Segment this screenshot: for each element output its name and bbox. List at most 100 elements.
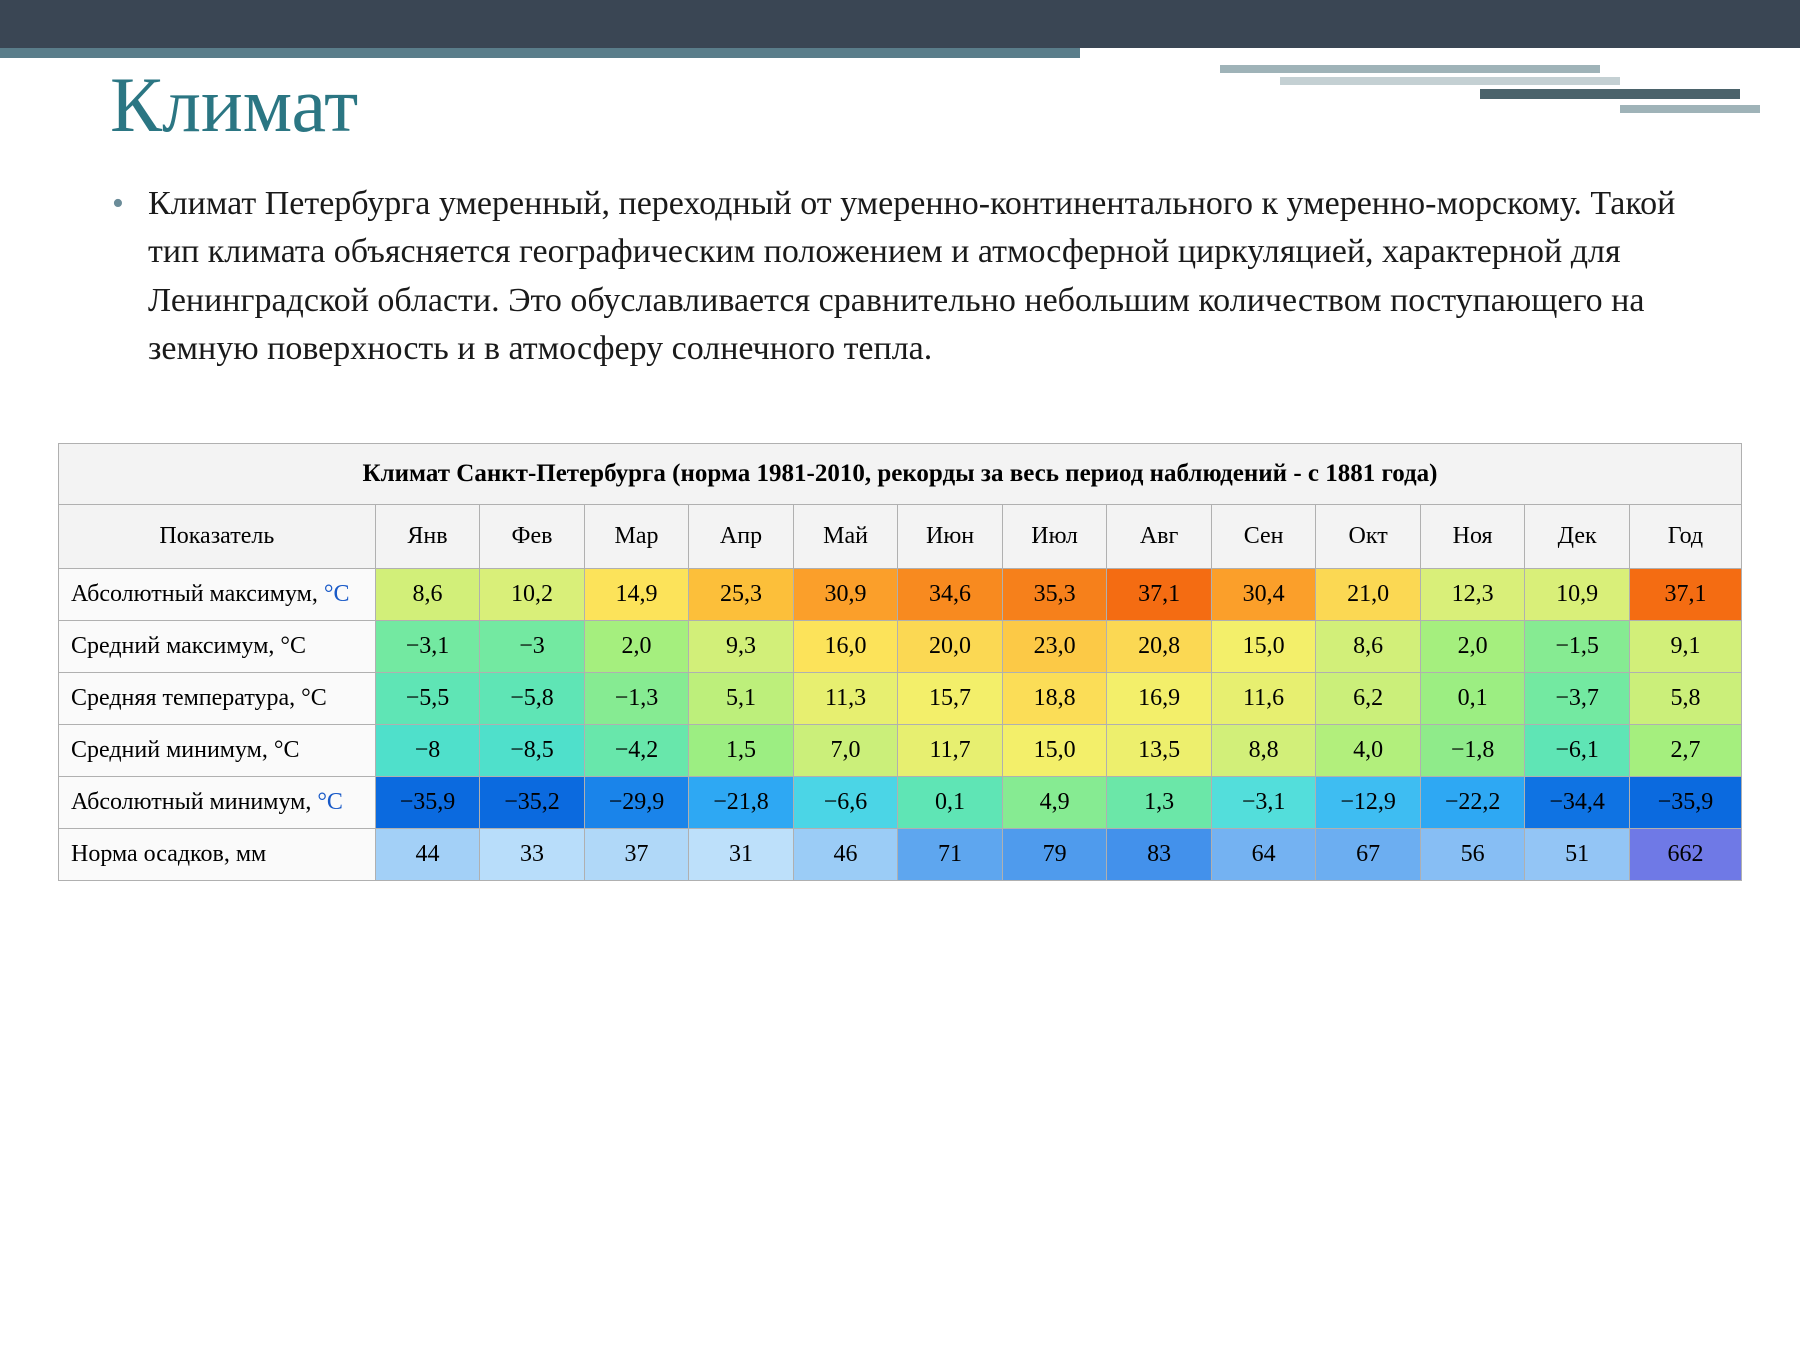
table-cell: 2,7 bbox=[1629, 725, 1741, 777]
table-cell: 25,3 bbox=[689, 569, 794, 621]
table-cell: 30,9 bbox=[793, 569, 898, 621]
top-band bbox=[0, 0, 1800, 48]
row-label: Абсолютный минимум, °C bbox=[59, 777, 376, 829]
table-cell: 16,0 bbox=[793, 621, 898, 673]
table-cell: 20,0 bbox=[898, 621, 1003, 673]
table-cell: 5,1 bbox=[689, 673, 794, 725]
table-cell: 2,0 bbox=[584, 621, 689, 673]
table-cell: 1,3 bbox=[1107, 777, 1212, 829]
table-cell: 4,0 bbox=[1316, 725, 1421, 777]
table-cell: −8 bbox=[375, 725, 480, 777]
table-cell: 12,3 bbox=[1420, 569, 1525, 621]
table-cell: 16,9 bbox=[1107, 673, 1212, 725]
body-list: Климат Петербурга умеренный, переходный … bbox=[110, 180, 1690, 373]
row-label: Средний минимум, °C bbox=[59, 725, 376, 777]
table-cell: −5,8 bbox=[480, 673, 585, 725]
col-header-month: Июл bbox=[1002, 505, 1107, 569]
table-row: Абсолютный минимум, °C−35,9−35,2−29,9−21… bbox=[59, 777, 1742, 829]
table-cell: −1,8 bbox=[1420, 725, 1525, 777]
table-cell: 23,0 bbox=[1002, 621, 1107, 673]
table-cell: −1,5 bbox=[1525, 621, 1630, 673]
col-header-month: Апр bbox=[689, 505, 794, 569]
table-row: Норма осадков, мм44333731467179836467565… bbox=[59, 829, 1742, 881]
table-cell: 8,6 bbox=[375, 569, 480, 621]
top-accent bbox=[0, 48, 1800, 58]
row-label: Норма осадков, мм bbox=[59, 829, 376, 881]
table-cell: 30,4 bbox=[1211, 569, 1316, 621]
table-cell: 662 bbox=[1629, 829, 1741, 881]
table-cell: 20,8 bbox=[1107, 621, 1212, 673]
table-row: Абсолютный максимум, °C8,610,214,925,330… bbox=[59, 569, 1742, 621]
table-cell: −5,5 bbox=[375, 673, 480, 725]
table-cell: 0,1 bbox=[898, 777, 1003, 829]
table-cell: 10,9 bbox=[1525, 569, 1630, 621]
table-cell: −1,3 bbox=[584, 673, 689, 725]
table-cell: −12,9 bbox=[1316, 777, 1421, 829]
table-cell: 21,0 bbox=[1316, 569, 1421, 621]
table-row: Средний максимум, °C−3,1−32,09,316,020,0… bbox=[59, 621, 1742, 673]
col-header-month: Авг bbox=[1107, 505, 1212, 569]
table-cell: 8,8 bbox=[1211, 725, 1316, 777]
table-cell: 67 bbox=[1316, 829, 1421, 881]
table-cell: 4,9 bbox=[1002, 777, 1107, 829]
table-cell: −35,9 bbox=[375, 777, 480, 829]
table-cell: 83 bbox=[1107, 829, 1212, 881]
col-header-month: Окт bbox=[1316, 505, 1421, 569]
table-cell: 15,0 bbox=[1211, 621, 1316, 673]
col-header-month: Дек bbox=[1525, 505, 1630, 569]
content-area: Климат Климат Петербурга умеренный, пере… bbox=[0, 58, 1800, 373]
table-cell: 2,0 bbox=[1420, 621, 1525, 673]
table-cell: −3 bbox=[480, 621, 585, 673]
climate-table-wrap: Климат Санкт-Петербурга (норма 1981-2010… bbox=[58, 443, 1742, 881]
col-header-month: Июн bbox=[898, 505, 1003, 569]
table-cell: 15,7 bbox=[898, 673, 1003, 725]
table-cell: 46 bbox=[793, 829, 898, 881]
table-cell: 35,3 bbox=[1002, 569, 1107, 621]
row-label: Средняя температура, °C bbox=[59, 673, 376, 725]
table-caption: Климат Санкт-Петербурга (норма 1981-2010… bbox=[59, 444, 1742, 505]
table-cell: 14,9 bbox=[584, 569, 689, 621]
table-cell: −35,2 bbox=[480, 777, 585, 829]
table-cell: 11,7 bbox=[898, 725, 1003, 777]
table-cell: −3,1 bbox=[1211, 777, 1316, 829]
page-title: Климат bbox=[110, 60, 1690, 150]
table-row: Средняя температура, °C−5,5−5,8−1,35,111… bbox=[59, 673, 1742, 725]
table-cell: 31 bbox=[689, 829, 794, 881]
table-cell: 71 bbox=[898, 829, 1003, 881]
table-cell: 18,8 bbox=[1002, 673, 1107, 725]
table-cell: 6,2 bbox=[1316, 673, 1421, 725]
table-cell: 37,1 bbox=[1629, 569, 1741, 621]
table-cell: −35,9 bbox=[1629, 777, 1741, 829]
col-header-month: Мар bbox=[584, 505, 689, 569]
table-cell: −8,5 bbox=[480, 725, 585, 777]
table-cell: 1,5 bbox=[689, 725, 794, 777]
climate-table: Климат Санкт-Петербурга (норма 1981-2010… bbox=[58, 443, 1742, 881]
table-cell: 34,6 bbox=[898, 569, 1003, 621]
row-label: Абсолютный максимум, °C bbox=[59, 569, 376, 621]
table-cell: −3,7 bbox=[1525, 673, 1630, 725]
table-cell: 11,3 bbox=[793, 673, 898, 725]
table-cell: −4,2 bbox=[584, 725, 689, 777]
col-header-month: Год bbox=[1629, 505, 1741, 569]
table-cell: 37,1 bbox=[1107, 569, 1212, 621]
table-cell: 9,3 bbox=[689, 621, 794, 673]
body-bullet: Климат Петербурга умеренный, переходный … bbox=[148, 180, 1690, 373]
table-cell: 79 bbox=[1002, 829, 1107, 881]
table-cell: −6,6 bbox=[793, 777, 898, 829]
table-cell: 13,5 bbox=[1107, 725, 1212, 777]
table-cell: 15,0 bbox=[1002, 725, 1107, 777]
col-header-month: Янв bbox=[375, 505, 480, 569]
table-cell: 0,1 bbox=[1420, 673, 1525, 725]
table-cell: −6,1 bbox=[1525, 725, 1630, 777]
table-cell: 64 bbox=[1211, 829, 1316, 881]
row-label: Средний максимум, °C bbox=[59, 621, 376, 673]
table-cell: −22,2 bbox=[1420, 777, 1525, 829]
table-cell: −34,4 bbox=[1525, 777, 1630, 829]
table-cell: 7,0 bbox=[793, 725, 898, 777]
col-header-label: Показатель bbox=[59, 505, 376, 569]
table-cell: −21,8 bbox=[689, 777, 794, 829]
table-cell: 11,6 bbox=[1211, 673, 1316, 725]
table-cell: −29,9 bbox=[584, 777, 689, 829]
col-header-month: Ноя bbox=[1420, 505, 1525, 569]
table-cell: −3,1 bbox=[375, 621, 480, 673]
